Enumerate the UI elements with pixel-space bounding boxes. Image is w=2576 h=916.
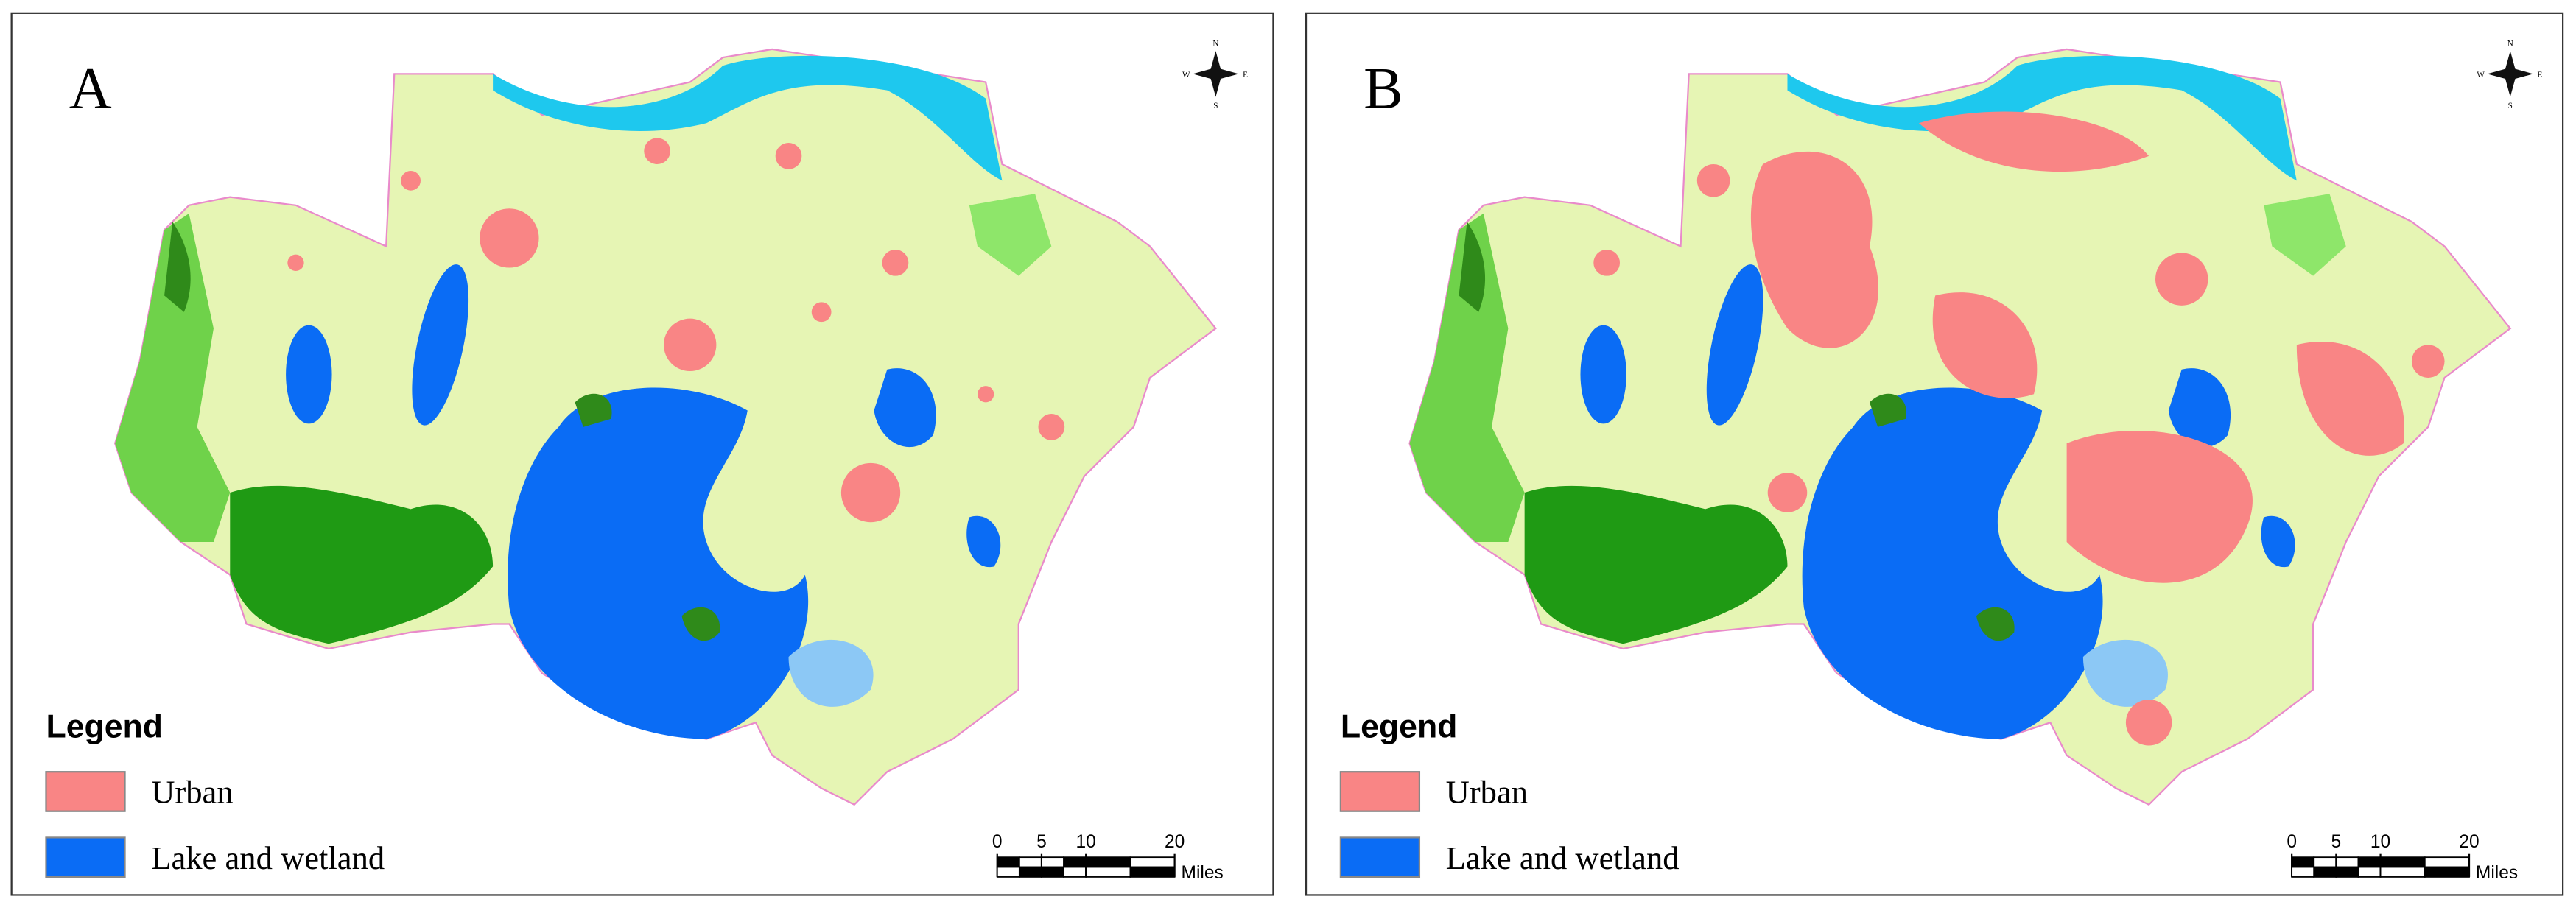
scale-segment	[1063, 856, 1087, 868]
scale-segment	[1085, 866, 1131, 878]
scale-segment	[2424, 856, 2470, 868]
scale-tick-label: 0	[992, 832, 1003, 852]
legend-label: Urban	[151, 774, 233, 811]
legend-label: Lake and wetland	[151, 839, 385, 876]
compass-rose	[1193, 51, 1239, 97]
scale-segment	[1129, 856, 1176, 868]
scale-tick-label: 20	[1165, 832, 1185, 852]
compass-letter: N	[2507, 39, 2513, 48]
scale-segment	[1063, 866, 1087, 878]
scale-segment	[2291, 856, 2315, 868]
scale-segment	[2357, 856, 2382, 868]
compass-letter: W	[2477, 71, 2485, 80]
scale-segment	[1018, 856, 1042, 868]
compass-letter: W	[1182, 71, 1190, 80]
scale-segment	[1041, 856, 1064, 868]
scale-tick-label: 0	[2287, 832, 2297, 852]
scale-segment	[2335, 866, 2359, 878]
compass: N S E W	[1182, 39, 1248, 110]
panel-label: B	[1364, 56, 1403, 121]
panel-label: A	[69, 56, 112, 121]
scale-segment	[2357, 866, 2382, 878]
scale-segment	[2335, 856, 2359, 868]
legend-title: Legend	[1341, 708, 1458, 744]
compass-letter: E	[2537, 71, 2542, 80]
scale-segment	[1129, 866, 1176, 878]
legend-label: Urban	[1446, 774, 1528, 811]
scale-segment	[2379, 866, 2426, 878]
scale-segment	[1018, 866, 1042, 878]
scale-segment	[2379, 856, 2426, 868]
compass-letter: N	[1212, 39, 1218, 48]
legend-swatch	[1339, 771, 1421, 812]
legend-swatch	[45, 836, 126, 878]
scale-segment	[996, 856, 1020, 868]
scale-tick-label: 20	[2459, 832, 2479, 852]
legend-swatch	[45, 771, 126, 812]
legend-swatch	[1339, 836, 1421, 878]
scale-segment	[996, 866, 1020, 878]
scale-segment	[2313, 866, 2337, 878]
scale-tick-label: 5	[1036, 832, 1047, 852]
scale-unit: Miles	[2476, 863, 2518, 883]
scale-segment	[2291, 866, 2315, 878]
map-panel: B N S E W Legend Urban Lake and wetland 0 5 10 20 Mi…	[1305, 12, 2564, 896]
compass-letter: E	[1243, 71, 1248, 80]
legend-label: Lake and wetland	[1446, 839, 1680, 876]
scale-bar: 0 5 10 20 Miles	[2287, 832, 2518, 883]
compass-rose	[2487, 51, 2533, 97]
scale-tick-label: 10	[2370, 832, 2390, 852]
legend-title: Legend	[46, 708, 163, 744]
scale-unit: Miles	[1182, 863, 1224, 883]
scale-segment	[1041, 866, 1064, 878]
compass: N S E W	[2477, 39, 2542, 110]
map-panel: A N S E W Legend Urban Lake and wetland 0 5 10 20 Mi…	[10, 12, 1274, 896]
compass-letter: S	[2508, 102, 2513, 110]
scale-segment	[1085, 856, 1131, 868]
scale-segment	[2313, 856, 2337, 868]
scale-segment	[2424, 866, 2470, 878]
scale-bar: 0 5 10 20 Miles	[992, 832, 1224, 883]
scale-tick-label: 10	[1076, 832, 1096, 852]
compass-letter: S	[1213, 102, 1218, 110]
scale-tick-label: 5	[2331, 832, 2342, 852]
